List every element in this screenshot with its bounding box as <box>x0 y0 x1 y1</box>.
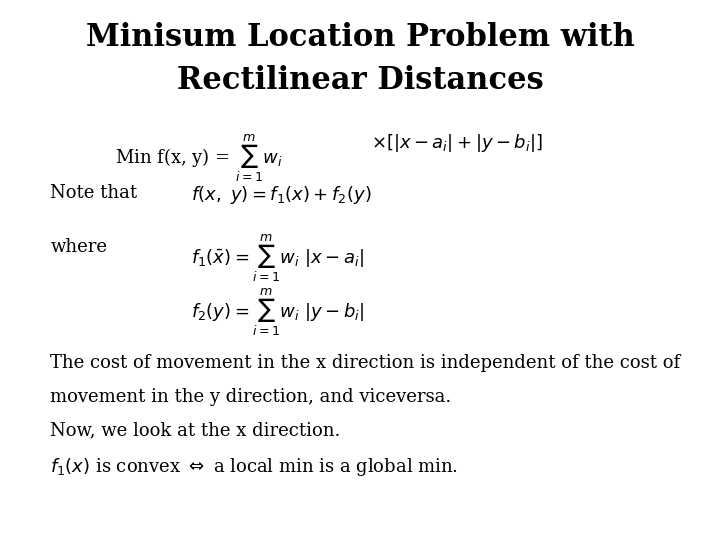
Text: where: where <box>50 238 107 255</box>
Text: $f(x,\ y) = f_1(x) + f_2(y)$: $f(x,\ y) = f_1(x) + f_2(y)$ <box>191 184 372 206</box>
Text: The cost of movement in the x direction is independent of the cost of: The cost of movement in the x direction … <box>50 354 680 372</box>
Text: Note that: Note that <box>50 184 138 201</box>
Text: $f_2(y) = \sum_{i=1}^{m} w_i\ |y - b_i|$: $f_2(y) = \sum_{i=1}^{m} w_i\ |y - b_i|$ <box>191 286 364 338</box>
Text: Rectilinear Distances: Rectilinear Distances <box>176 65 544 96</box>
Text: $f_1(\bar{x}) = \sum_{i=1}^{m} w_i\ |x - a_i|$: $f_1(\bar{x}) = \sum_{i=1}^{m} w_i\ |x -… <box>191 232 364 284</box>
Text: $\times [|x - a_i| + |y - b_i|]$: $\times [|x - a_i| + |y - b_i|]$ <box>371 132 543 154</box>
Text: Min f(x, y) = $\sum_{i=1}^{m} w_i$: Min f(x, y) = $\sum_{i=1}^{m} w_i$ <box>115 132 283 184</box>
Text: Minisum Location Problem with: Minisum Location Problem with <box>86 22 634 52</box>
Text: Now, we look at the x direction.: Now, we look at the x direction. <box>50 422 341 440</box>
Text: $f_1(x)$ is convex $\Leftrightarrow$ a local min is a global min.: $f_1(x)$ is convex $\Leftrightarrow$ a l… <box>50 456 459 478</box>
Text: movement in the y direction, and viceversa.: movement in the y direction, and vicever… <box>50 388 451 406</box>
